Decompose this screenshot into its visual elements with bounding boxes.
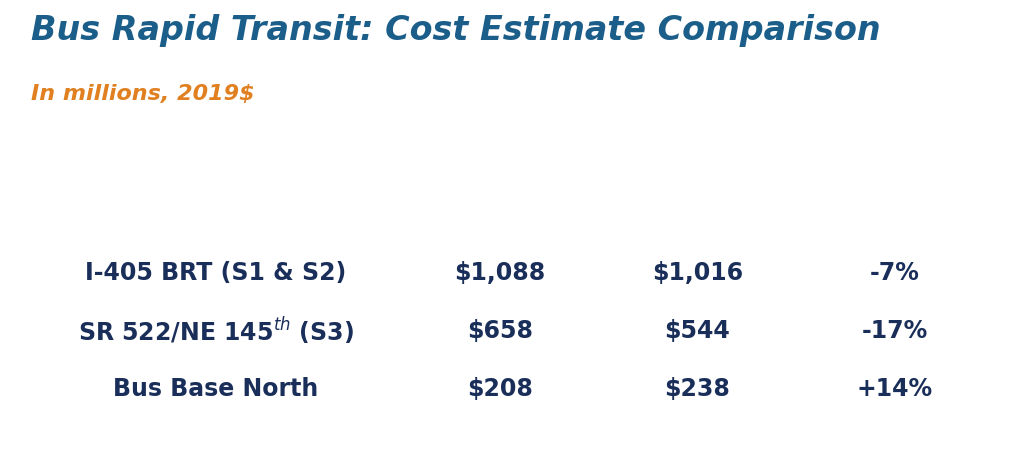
Text: -7%: -7%: [869, 261, 920, 285]
Text: SR 522/NE 145$^{th}$ (S3): SR 522/NE 145$^{th}$ (S3): [78, 315, 354, 347]
Text: $544: $544: [665, 319, 730, 343]
Text: $238: $238: [665, 378, 730, 402]
Text: In millions, 2019$: In millions, 2019$: [31, 84, 254, 104]
Text: I-405 BRT (S1 & S2): I-405 BRT (S1 & S2): [85, 261, 347, 285]
Text: $208: $208: [467, 378, 532, 402]
Text: +14%: +14%: [856, 378, 933, 402]
Text: Bus Rapid Transit: Cost Estimate Comparison: Bus Rapid Transit: Cost Estimate Compari…: [31, 14, 881, 47]
Text: % change: % change: [826, 207, 963, 232]
Text: 2019: 2019: [465, 207, 535, 232]
Text: -17%: -17%: [861, 319, 928, 343]
Text: 2020: 2020: [663, 207, 732, 232]
Text: $1,088: $1,088: [455, 261, 546, 285]
Text: $658: $658: [467, 319, 532, 343]
Text: $1,016: $1,016: [651, 261, 742, 285]
Text: Bus Base North: Bus Base North: [114, 378, 318, 402]
